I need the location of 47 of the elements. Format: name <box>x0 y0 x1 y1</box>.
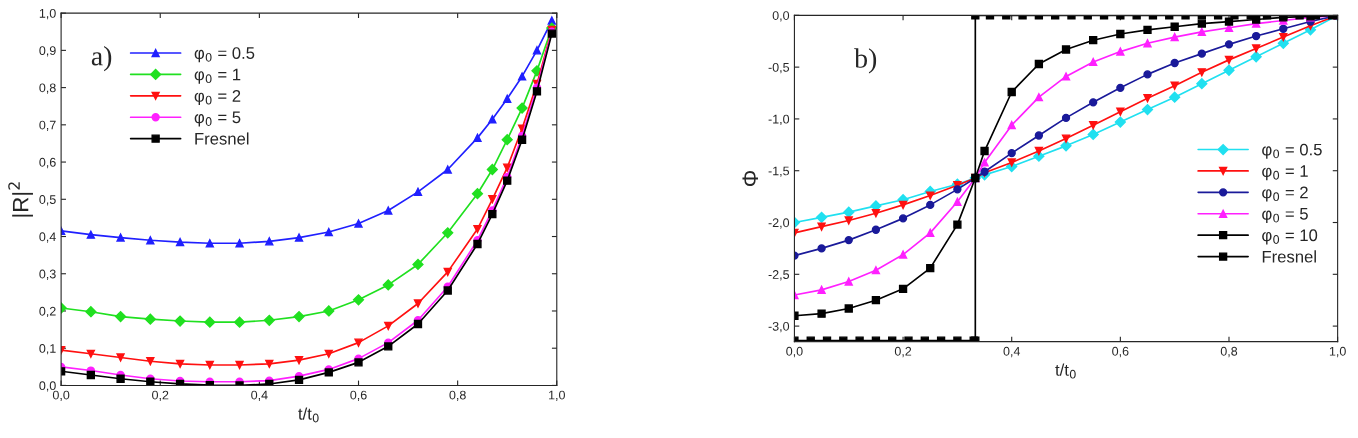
x-tick-label: 0,0 <box>786 346 803 358</box>
x-tick-label: 0,2 <box>894 346 912 358</box>
y-tick-label: -1,5 <box>768 166 790 177</box>
y-tick-label: 0,6 <box>39 157 56 169</box>
y-tick-label: 0,4 <box>39 232 56 243</box>
x-tick-label: 1,0 <box>549 390 565 401</box>
x-axis-title: t/t$_{0}$ <box>298 407 319 423</box>
y-tick-label: 0,2 <box>39 306 56 318</box>
legend-label: φ$_{0}$ = 2 <box>194 89 241 106</box>
y-tick-label: 0,1 <box>39 344 56 355</box>
y-tick-label: -1,0 <box>768 114 790 126</box>
legend-label: φ$_{0}$ = 1 <box>1262 165 1308 181</box>
y-tick-label: -0,5 <box>768 62 790 74</box>
x-tick-label: 1,0 <box>1329 346 1346 358</box>
x-tick-label: 0,4 <box>251 390 268 401</box>
y-tick-label: -2,5 <box>768 270 790 281</box>
legend-label: φ$_{0}$ = 0.5 <box>1262 143 1322 159</box>
y-tick-label: 0,8 <box>39 83 56 94</box>
y-tick-label: 0,0 <box>772 11 790 22</box>
legend-label: φ$_{0}$ = 5 <box>1262 208 1308 224</box>
x-tick-label: 0,2 <box>152 390 169 401</box>
y-tick-label: 0,3 <box>39 269 56 280</box>
x-axis-title: t/t$_{0}$ <box>1055 363 1076 379</box>
y-tick-label: 1,0 <box>39 8 56 20</box>
x-tick-label: 0,6 <box>350 390 367 401</box>
legend-label: φ$_{0}$ = 2 <box>1262 186 1308 202</box>
y-tick-label: 0,0 <box>39 381 56 392</box>
y-tick-label: 0,7 <box>39 120 56 131</box>
x-tick-label: 0,4 <box>1003 346 1021 358</box>
annotation: a) <box>91 45 112 72</box>
x-tick-label: 0,0 <box>52 390 70 401</box>
legend-label: φ$_{0}$ = 1 <box>194 68 241 84</box>
annotation: b) <box>854 48 877 74</box>
x-tick-label: 0,8 <box>1220 346 1238 358</box>
y-tick-label: 0,5 <box>39 195 56 206</box>
y-tick-label: -3,0 <box>768 321 790 333</box>
x-tick-label: 0,6 <box>1112 346 1129 358</box>
y-axis-title: |R|$^{2}$ <box>8 182 33 217</box>
y-tick-label: -2,0 <box>768 218 790 229</box>
legend-label: Fresnel <box>1262 250 1316 263</box>
legend-label: Fresnel <box>195 132 249 145</box>
y-axis-title: Φ <box>742 170 758 187</box>
legend-label: φ$_{0}$ = 0.5 <box>194 47 255 63</box>
y-tick-label: 0,9 <box>39 46 56 57</box>
x-tick-label: 0,8 <box>449 390 466 401</box>
legend-label: φ$_{0}$ = 10 <box>1262 229 1318 245</box>
legend-label: φ$_{0}$ = 5 <box>194 111 241 127</box>
